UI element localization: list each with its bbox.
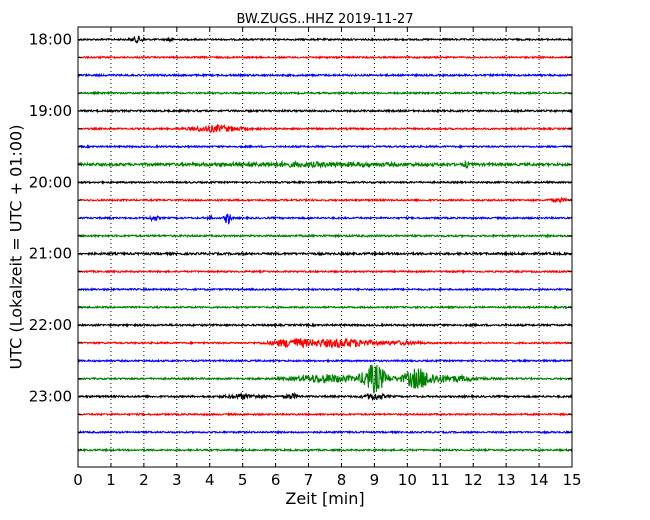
trace-line (77, 391, 573, 402)
trace-line (77, 447, 573, 453)
trace-line (77, 144, 573, 150)
x-tick-label: 7 (304, 471, 314, 489)
trace-line (77, 322, 573, 328)
trace-line (77, 123, 573, 134)
x-tick-label: 13 (497, 471, 516, 489)
x-tick-label: 12 (464, 471, 483, 489)
trace-line (77, 35, 573, 44)
trace-line (77, 159, 573, 170)
trace-line (77, 54, 573, 60)
trace-line (77, 213, 573, 225)
x-tick-label: 9 (370, 471, 380, 489)
trace-line (77, 358, 573, 364)
trace-line (77, 287, 573, 292)
x-tick-label: 11 (431, 471, 450, 489)
trace-line (77, 411, 573, 417)
y-tick-label: 22:00 (29, 316, 72, 334)
x-tick-label: 1 (106, 471, 116, 489)
x-axis-label: Zeit [min] (285, 489, 364, 508)
y-tick-label: 19:00 (29, 102, 72, 120)
vertical-gridlines (110, 27, 540, 467)
x-tick-label: 15 (562, 471, 581, 489)
y-tick-label: 21:00 (29, 245, 72, 263)
trace-line (77, 250, 573, 257)
x-tick-label: 10 (398, 471, 417, 489)
y-tick-label: 23:00 (29, 387, 72, 405)
y-tick-label: 20:00 (29, 173, 72, 191)
x-tick-label: 3 (172, 471, 182, 489)
x-tick-label: 8 (337, 471, 347, 489)
trace-line (77, 72, 573, 78)
chart-title: BW.ZUGS..HHZ 2019-11-27 (236, 12, 413, 27)
trace-line (77, 196, 573, 204)
x-tick-label: 6 (271, 471, 281, 489)
trace-line (77, 337, 573, 350)
trace-line (77, 364, 573, 394)
trace-line (77, 90, 573, 96)
plot-frame (77, 26, 573, 468)
trace-line (77, 233, 573, 239)
trace-line (77, 179, 573, 185)
x-tick-label: 14 (530, 471, 549, 489)
x-tick-label: 2 (139, 471, 149, 489)
x-tick-label: 4 (205, 471, 215, 489)
seismic-traces (77, 35, 573, 453)
x-tick-label: 0 (73, 471, 83, 489)
x-axis-ticks: 0 1 2 3 4 5 6 7 8 9 10 11 12 13 14 15 (73, 27, 582, 489)
trace-line (77, 269, 573, 275)
x-tick-label: 5 (238, 471, 248, 489)
trace-line (77, 108, 573, 114)
y-tick-label: 18:00 (29, 31, 72, 49)
trace-line (77, 304, 573, 310)
y-axis-label: UTC (Lokalzeit = UTC + 01:00) (7, 125, 26, 370)
trace-line (77, 429, 573, 435)
y-axis-ticks: 18:00 19:00 20:00 21:00 22:00 23:00 (29, 31, 572, 451)
